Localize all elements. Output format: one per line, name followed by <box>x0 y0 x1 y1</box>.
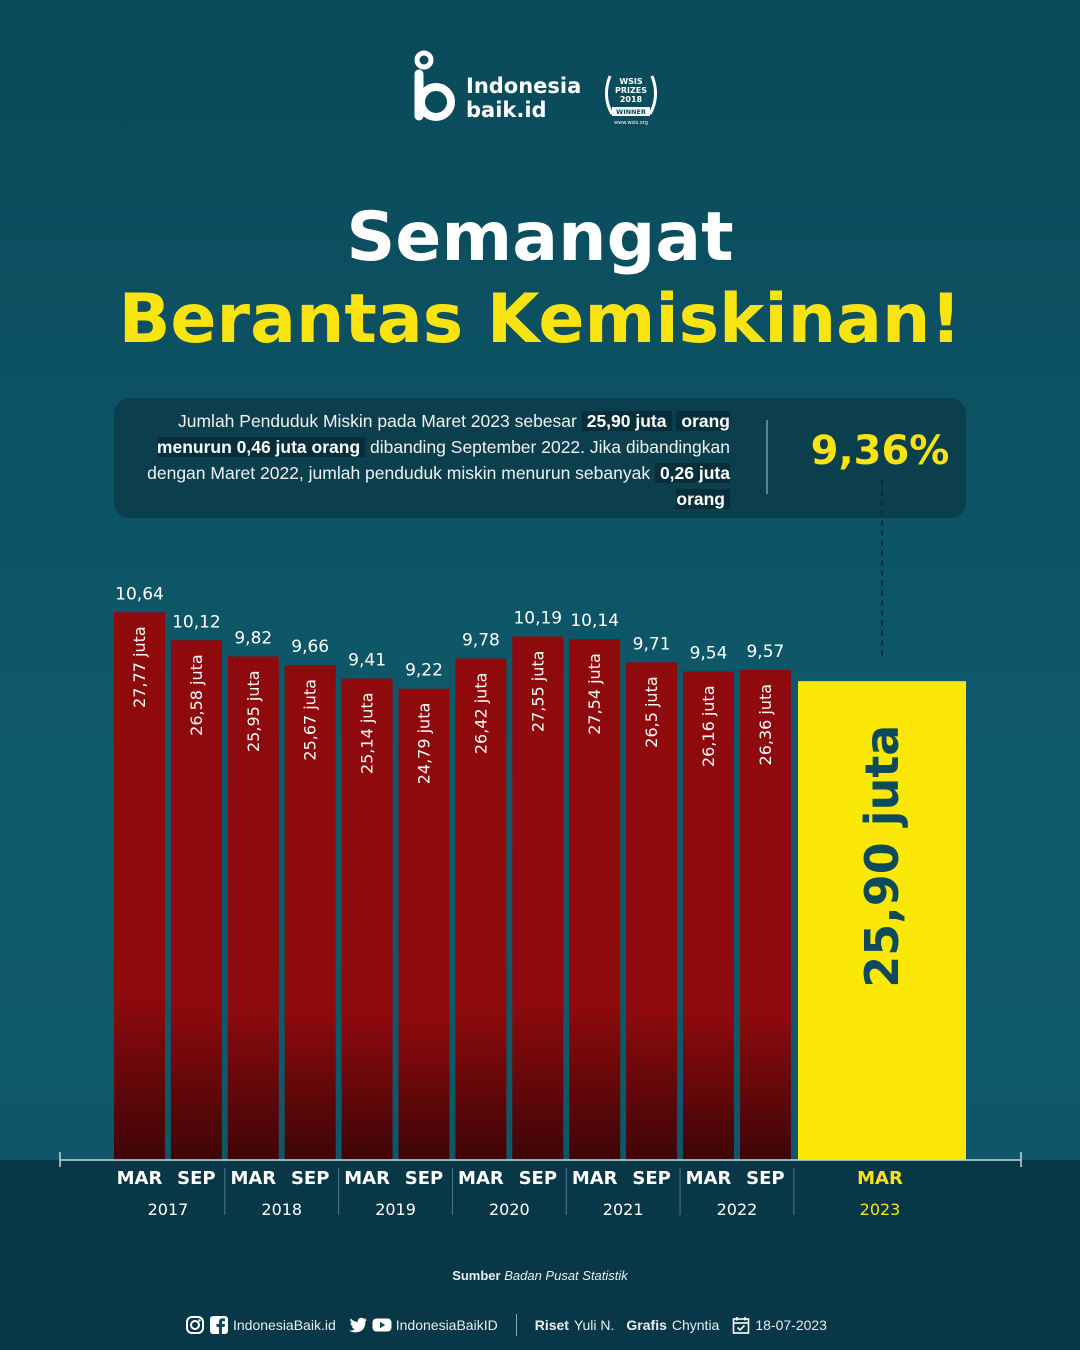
year-label: 2017 <box>148 1200 189 1219</box>
percent-label: 10,19 <box>513 609 562 629</box>
percent-label: 9,54 <box>690 643 728 663</box>
population-label: 27,54 juta <box>585 653 604 735</box>
bar <box>398 688 450 1160</box>
period-label: MAR <box>344 1168 390 1189</box>
source-name: Badan Pusat Statistik <box>504 1268 628 1283</box>
footer-date: 18-07-2023 <box>755 1317 827 1333</box>
period-label: MAR <box>572 1168 618 1189</box>
population-label: 26,16 juta <box>699 685 718 767</box>
svg-text:2018: 2018 <box>620 95 643 104</box>
footer-grafis-name: Chyntia <box>671 1317 720 1333</box>
bar <box>227 656 279 1160</box>
bar <box>114 612 165 1160</box>
population-label: 26,58 juta <box>187 654 206 736</box>
year-label: 2019 <box>375 1200 416 1219</box>
year-label: 2022 <box>717 1200 758 1219</box>
wsis-award-badge: WSIS PRIZES 2018 WINNER www.wsis.org <box>605 75 657 126</box>
population-label: 26,36 juta <box>756 684 775 766</box>
footer-website[interactable]: IndonesiaBaik.id <box>233 1317 336 1333</box>
bar <box>739 669 791 1160</box>
bar <box>683 671 734 1160</box>
bar <box>341 678 393 1160</box>
footer-riset-name: Yuli N. <box>573 1317 615 1333</box>
info-text: Jumlah Penduduk Miskin pada Maret 2023 s… <box>130 408 730 512</box>
page-title-line1: Semangat <box>346 198 734 277</box>
population-label: 27,77 juta <box>130 626 149 708</box>
svg-text:WINNER: WINNER <box>616 108 646 116</box>
twitter-icon[interactable] <box>348 1315 368 1335</box>
indonesiabaik-logo-icon <box>414 50 455 121</box>
youtube-icon[interactable] <box>372 1315 392 1335</box>
source-credit: Sumber Badan Pusat Statistik <box>0 1268 1080 1283</box>
brand-logo: Indonesia baik.id WSIS PRIZES 2018 WINNE… <box>414 50 674 132</box>
brand-name-line2: baik.id <box>466 98 547 122</box>
info-highlight-total: 25,90 juta <box>581 411 672 431</box>
footer-divider <box>515 1314 517 1336</box>
population-label: 26,5 juta <box>642 676 661 747</box>
highlight-percentage: 9,36% <box>810 428 950 474</box>
period-label: SEP <box>746 1168 784 1189</box>
bar <box>512 636 564 1160</box>
percent-label: 9,78 <box>462 631 500 651</box>
bar <box>455 658 507 1160</box>
period-label: SEP <box>177 1168 215 1189</box>
percent-label: 9,71 <box>633 634 671 654</box>
bar <box>170 640 222 1160</box>
period-label: MAR <box>117 1168 163 1189</box>
period-label: MAR <box>458 1168 504 1189</box>
population-label: 27,55 juta <box>528 651 547 733</box>
period-label: MAR <box>857 1168 903 1189</box>
svg-text:PRIZES: PRIZES <box>615 86 647 95</box>
population-label: 25,14 juta <box>358 692 377 774</box>
award-url: www.wsis.org <box>614 120 648 126</box>
bar-highlight <box>798 681 966 1160</box>
percent-label: 9,22 <box>405 661 443 681</box>
percent-label: 10,64 <box>115 584 164 604</box>
footer-grafis-label: Grafis <box>626 1317 667 1333</box>
population-label: 24,79 juta <box>415 703 434 785</box>
instagram-icon[interactable] <box>185 1315 205 1335</box>
percent-label: 9,82 <box>234 628 272 648</box>
year-label: 2018 <box>261 1200 302 1219</box>
percentage-connector-line <box>881 480 883 656</box>
calendar-icon <box>733 1317 750 1334</box>
percent-label: 9,41 <box>348 650 386 670</box>
bar <box>569 639 621 1160</box>
brand-name-line1: Indonesia <box>466 74 582 98</box>
year-label: 2021 <box>603 1200 644 1219</box>
year-label: 2023 <box>860 1200 901 1219</box>
footer-handle[interactable]: IndonesiaBaikID <box>395 1317 498 1333</box>
percent-label: 10,12 <box>172 612 221 632</box>
period-label: SEP <box>291 1168 329 1189</box>
info-text-part1: Jumlah Penduduk Miskin pada Maret 2023 s… <box>178 411 582 431</box>
period-label: SEP <box>405 1168 443 1189</box>
bar <box>284 665 336 1160</box>
population-label: 26,42 juta <box>471 673 490 755</box>
population-label: 25,95 juta <box>244 670 263 752</box>
brand-name: Indonesia baik.id <box>466 74 581 122</box>
population-label: 25,67 juta <box>301 679 320 761</box>
period-label: MAR <box>686 1168 732 1189</box>
page-title-line2: Berantas Kemiskinan! <box>118 280 962 359</box>
percent-label: 9,66 <box>291 637 329 657</box>
bar <box>626 662 678 1160</box>
percent-label: 10,14 <box>570 611 619 631</box>
svg-text:WSIS: WSIS <box>619 77 643 86</box>
axis-band <box>0 1160 1080 1350</box>
year-label: 2020 <box>489 1200 530 1219</box>
population-label-highlight: 25,90 juta <box>855 725 909 988</box>
footer-riset-label: Riset <box>534 1317 569 1333</box>
period-label: SEP <box>632 1168 670 1189</box>
info-box: Jumlah Penduduk Miskin pada Maret 2023 s… <box>114 398 966 518</box>
period-label: MAR <box>230 1168 276 1189</box>
facebook-icon[interactable] <box>209 1315 229 1335</box>
footer: IndonesiaBaik.id IndonesiaBaikID Riset Yu… <box>185 1312 827 1338</box>
info-divider <box>766 420 768 494</box>
period-label: SEP <box>519 1168 557 1189</box>
info-text-part2: dibanding September 2022. Jika dibanding… <box>147 437 730 483</box>
percent-label: 9,57 <box>746 642 784 662</box>
source-label: Sumber <box>452 1268 501 1283</box>
